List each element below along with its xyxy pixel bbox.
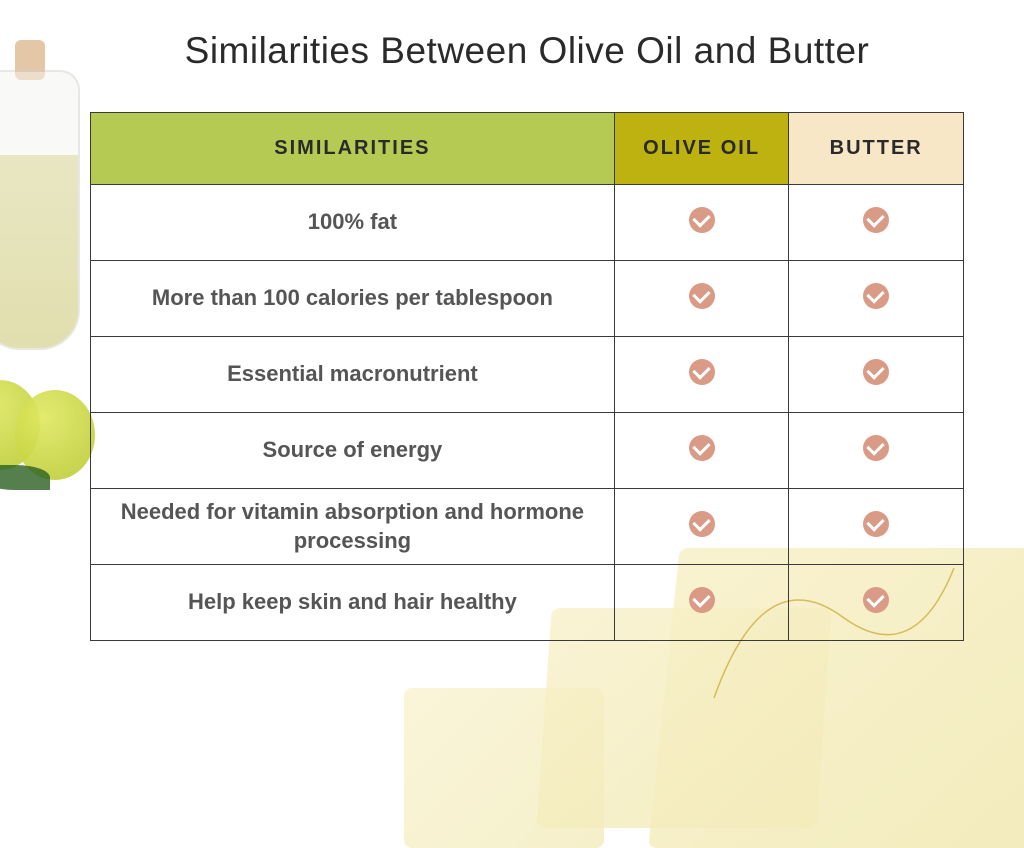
check-icon: [689, 283, 715, 309]
check-icon: [689, 511, 715, 537]
header-similarities: SIMILARITIES: [91, 113, 615, 185]
table-row: 100% fat: [91, 185, 964, 261]
cell-butter: [789, 337, 964, 413]
similarity-label: More than 100 calories per tablespoon: [91, 261, 615, 337]
cell-olive_oil: [614, 337, 789, 413]
cell-butter: [789, 565, 964, 641]
cell-olive_oil: [614, 565, 789, 641]
check-icon: [863, 587, 889, 613]
similarity-label: Help keep skin and hair healthy: [91, 565, 615, 641]
similarity-label: Needed for vitamin absorption and hormon…: [91, 489, 615, 565]
page-title: Similarities Between Olive Oil and Butte…: [90, 30, 964, 72]
check-icon: [863, 511, 889, 537]
cell-butter: [789, 489, 964, 565]
check-icon: [863, 359, 889, 385]
cell-olive_oil: [614, 413, 789, 489]
check-icon: [863, 435, 889, 461]
table-row: Help keep skin and hair healthy: [91, 565, 964, 641]
header-olive-oil: OLIVE OIL: [614, 113, 789, 185]
table-header-row: SIMILARITIES OLIVE OIL BUTTER: [91, 113, 964, 185]
cell-olive_oil: [614, 185, 789, 261]
check-icon: [689, 587, 715, 613]
check-icon: [863, 207, 889, 233]
check-icon: [689, 435, 715, 461]
cell-olive_oil: [614, 261, 789, 337]
check-icon: [863, 283, 889, 309]
table-row: Essential macronutrient: [91, 337, 964, 413]
table-row: More than 100 calories per tablespoon: [91, 261, 964, 337]
cell-butter: [789, 185, 964, 261]
table-row: Needed for vitamin absorption and hormon…: [91, 489, 964, 565]
cell-butter: [789, 413, 964, 489]
check-icon: [689, 359, 715, 385]
cell-butter: [789, 261, 964, 337]
similarity-label: 100% fat: [91, 185, 615, 261]
cell-olive_oil: [614, 489, 789, 565]
similarity-label: Source of energy: [91, 413, 615, 489]
check-icon: [689, 207, 715, 233]
comparison-table: SIMILARITIES OLIVE OIL BUTTER 100% fatMo…: [90, 112, 964, 641]
header-butter: BUTTER: [789, 113, 964, 185]
table-row: Source of energy: [91, 413, 964, 489]
similarity-label: Essential macronutrient: [91, 337, 615, 413]
